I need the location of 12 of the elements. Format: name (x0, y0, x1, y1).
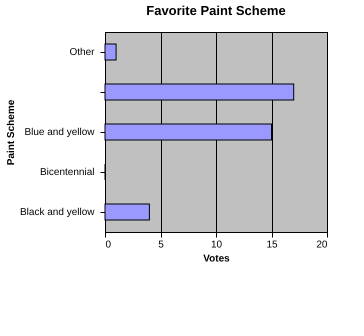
y-tick-label: Blue and yellow (24, 127, 96, 138)
x-axis-title: Votes (203, 254, 230, 264)
chart-title: Favorite Paint Scheme (146, 3, 286, 18)
x-tick-label: 0 (106, 240, 112, 250)
y-tick-label: Black and yellow (20, 207, 96, 218)
y-axis-title: Paint Scheme (6, 99, 18, 166)
y-tick-label: Bicentennial (40, 167, 94, 178)
x-tick-label: 10 (210, 240, 222, 250)
x-tick-label: 15 (266, 240, 278, 250)
x-tick-label: 20 (316, 240, 328, 250)
y-tick-label: Other (69, 47, 96, 58)
x-tick-label: 5 (158, 240, 164, 250)
